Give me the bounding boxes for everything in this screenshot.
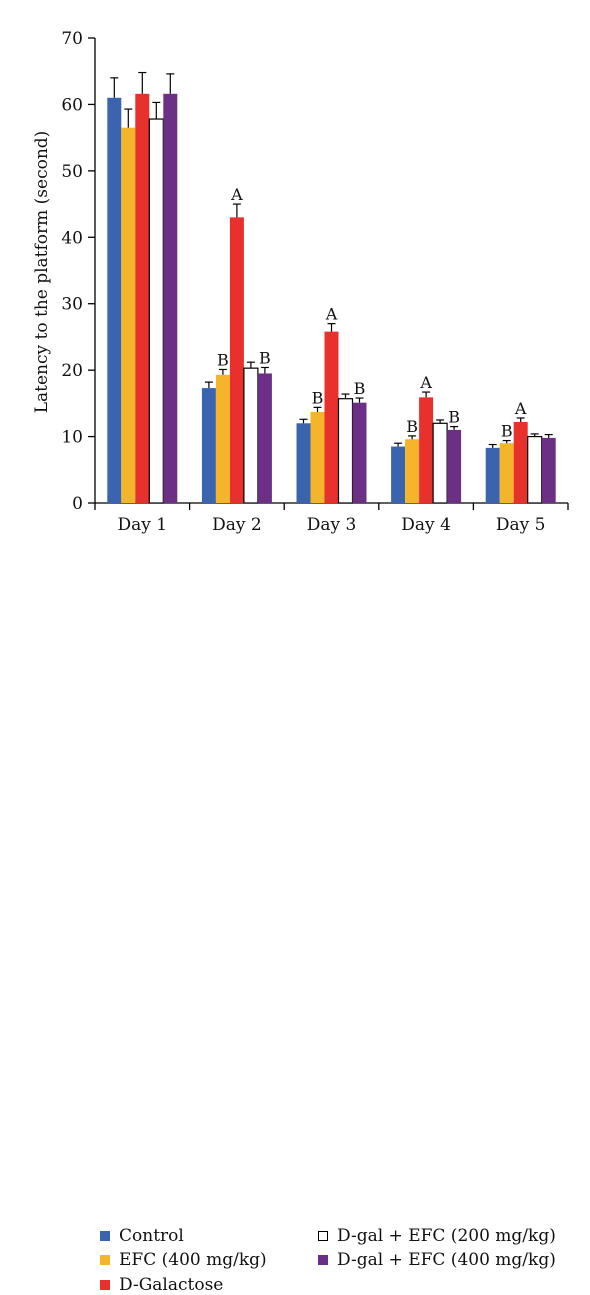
- significance-label: B: [217, 350, 229, 369]
- significance-label: A: [419, 373, 432, 392]
- bar: [337, 398, 354, 504]
- bar: [163, 93, 178, 504]
- y-tick-label: 40: [61, 228, 83, 248]
- legend-swatch: [100, 1280, 110, 1290]
- legend-label: D-Galactose: [119, 1275, 224, 1295]
- y-tick-label: 70: [61, 29, 83, 49]
- significance-label: A: [230, 185, 243, 204]
- bar: [527, 435, 543, 504]
- chart: 0 10 20 30 40 50 60 70 Day 1 Day 2 B A B Day 3 B A B Day…: [32, 29, 569, 1295]
- bar: [229, 217, 244, 503]
- bar: [201, 388, 216, 503]
- bar: [499, 443, 514, 503]
- x-tick-label: Day 1: [118, 515, 168, 535]
- bar: [324, 331, 339, 503]
- x-tick-label: Day 4: [401, 515, 451, 535]
- y-axis-label: Latency to the platform (second): [32, 131, 52, 414]
- significance-label: A: [514, 399, 527, 418]
- bar: [391, 446, 406, 503]
- significance-label: B: [501, 422, 513, 441]
- legend-item: D-gal + EFC (400 mg/kg): [318, 1250, 556, 1270]
- x-tick-label: Day 2: [212, 515, 262, 535]
- significance-label: B: [259, 348, 271, 367]
- bar: [310, 411, 325, 503]
- significance-label: B: [406, 417, 418, 436]
- bar: [135, 93, 150, 504]
- bar: [513, 421, 528, 503]
- bar: [541, 437, 556, 503]
- x-tick-label: Day 3: [307, 515, 357, 535]
- significance-label: A: [325, 305, 338, 324]
- legend-label: EFC (400 mg/kg): [119, 1250, 267, 1270]
- legend-swatch: [100, 1231, 110, 1241]
- bar: [121, 127, 136, 503]
- legend-item: Control: [100, 1226, 184, 1246]
- bar: [107, 97, 122, 504]
- axes: 0 10 20 30 40 50 60 70: [61, 29, 569, 514]
- y-tick-label: 0: [72, 494, 83, 514]
- bar: [405, 439, 420, 503]
- y-tick-label: 30: [61, 295, 83, 315]
- legend-item: EFC (400 mg/kg): [100, 1250, 267, 1270]
- bar: [243, 367, 259, 504]
- legend-label: D-gal + EFC (200 mg/kg): [337, 1226, 556, 1246]
- bar: [447, 429, 462, 503]
- legend-swatch: [100, 1255, 110, 1265]
- bars: [107, 71, 556, 504]
- legend-label: D-gal + EFC (400 mg/kg): [337, 1250, 556, 1270]
- bar: [485, 447, 500, 503]
- y-tick-label: 20: [61, 361, 83, 381]
- bar: [419, 397, 434, 503]
- bar: [296, 423, 311, 503]
- significance-label: B: [448, 408, 460, 427]
- x-tick-label: Day 5: [496, 515, 546, 535]
- bar: [352, 402, 367, 503]
- legend-item: D-Galactose: [100, 1275, 223, 1295]
- significance-label: B: [312, 388, 324, 407]
- bar: [432, 422, 448, 504]
- y-tick-label: 50: [61, 162, 83, 182]
- legend-swatch: [318, 1255, 328, 1265]
- significance-label: B: [354, 379, 366, 398]
- bar: [257, 373, 272, 503]
- legend-item: D-gal + EFC (200 mg/kg): [318, 1226, 556, 1246]
- legend-swatch: [318, 1231, 328, 1241]
- y-tick-label: 10: [61, 428, 83, 448]
- bar: [215, 374, 230, 503]
- y-tick-label: 60: [61, 95, 83, 115]
- bar: [148, 118, 164, 504]
- legend-label: Control: [119, 1226, 184, 1246]
